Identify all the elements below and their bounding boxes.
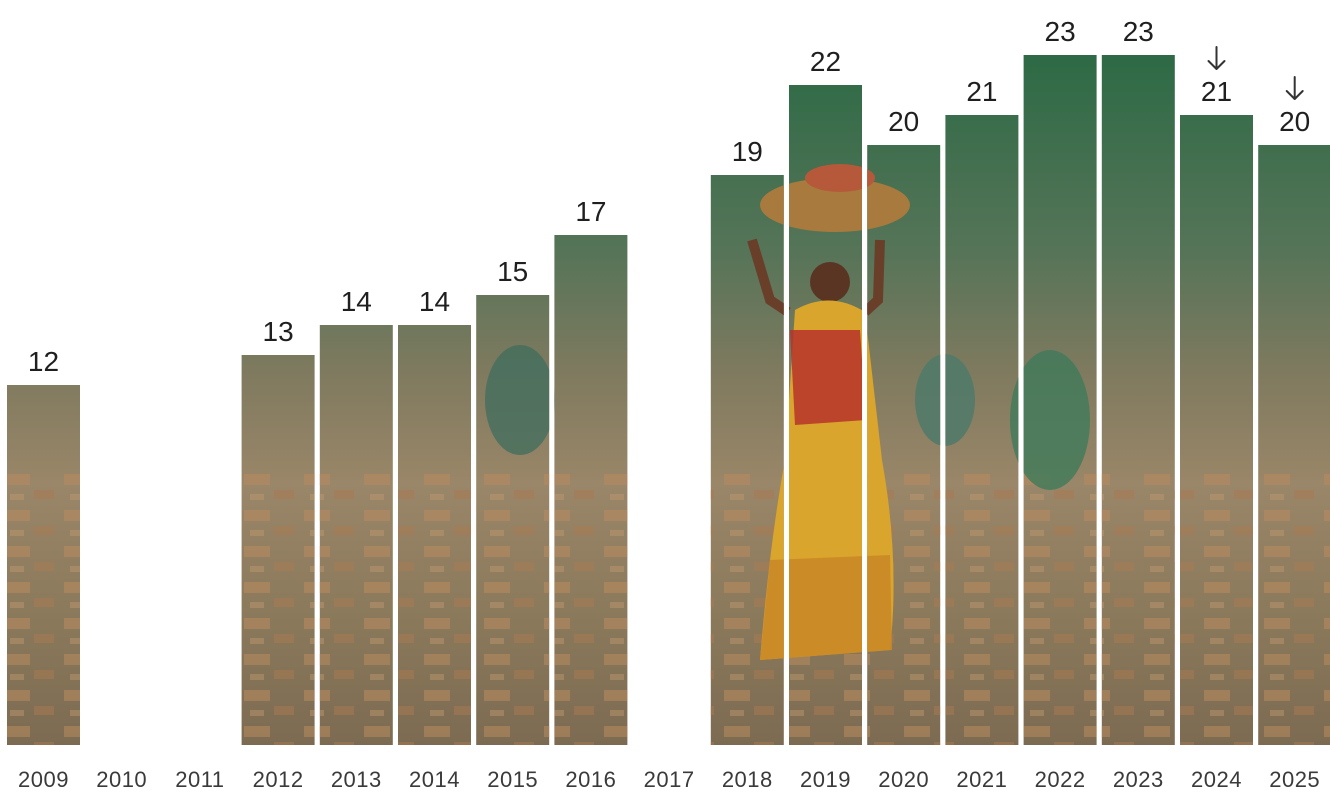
value-labels-group: 12 13 14 14 15 17 19 22 20 21 23 23 21 20 xyxy=(28,16,1310,377)
value-label-2022: 23 xyxy=(1045,16,1076,47)
x-tick-label-2016: 2016 xyxy=(565,767,616,792)
x-tick-label-2009: 2009 xyxy=(18,767,69,792)
x-tick-label-2023: 2023 xyxy=(1113,767,1164,792)
value-label-2012: 13 xyxy=(263,316,294,347)
down-arrow-icon xyxy=(1207,46,1226,70)
x-tick-label-2022: 2022 xyxy=(1035,767,1086,792)
x-tick-label-2015: 2015 xyxy=(487,767,538,792)
value-label-2020: 20 xyxy=(888,106,919,137)
x-tick-label-2020: 2020 xyxy=(878,767,929,792)
value-label-2024: 21 xyxy=(1201,76,1232,107)
value-label-2014: 14 xyxy=(419,286,450,317)
value-label-2021: 21 xyxy=(966,76,997,107)
value-label-2019: 22 xyxy=(810,46,841,77)
value-label-2025: 20 xyxy=(1279,106,1310,137)
x-tick-label-2014: 2014 xyxy=(409,767,460,792)
value-label-2015: 15 xyxy=(497,256,528,287)
x-tick-label-2021: 2021 xyxy=(956,767,1007,792)
down-arrow-icon xyxy=(1285,76,1304,100)
x-tick-label-2010: 2010 xyxy=(96,767,147,792)
x-tick-label-2012: 2012 xyxy=(253,767,304,792)
value-label-2013: 14 xyxy=(341,286,372,317)
value-label-2016: 17 xyxy=(575,196,606,227)
x-tick-label-2025: 2025 xyxy=(1269,767,1320,792)
x-axis-tick-labels: 2009 2010 2011 2012 2013 2014 2015 2016 2017 2018… xyxy=(18,767,1320,792)
x-tick-label-2018: 2018 xyxy=(722,767,773,792)
x-tick-label-2024: 2024 xyxy=(1191,767,1242,792)
x-tick-label-2019: 2019 xyxy=(800,767,851,792)
value-label-2018: 19 xyxy=(732,136,763,167)
x-tick-label-2017: 2017 xyxy=(644,767,695,792)
x-tick-label-2013: 2013 xyxy=(331,767,382,792)
x-tick-label-2011: 2011 xyxy=(175,767,224,792)
down-arrow-markers-group xyxy=(1207,46,1304,100)
value-label-2009: 12 xyxy=(28,346,59,377)
value-label-2023: 23 xyxy=(1123,16,1154,47)
